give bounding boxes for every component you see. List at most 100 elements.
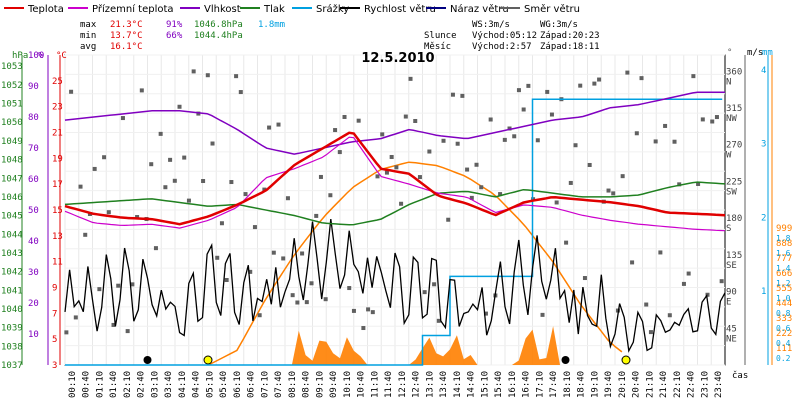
wind-direction-dot [375, 174, 380, 179]
ws-value: WS:3m/s [472, 20, 510, 30]
c-tick-label: 13 [52, 232, 63, 242]
time-tick-label: 03:40 [164, 371, 174, 398]
wind-direction-dot [257, 313, 262, 318]
dir-tick-label: N [726, 77, 731, 87]
wind-direction-dot [252, 225, 257, 230]
time-tick-label: 13:10 [425, 371, 435, 398]
wind-direction-dot [554, 200, 559, 205]
wind-direction-dot [135, 215, 140, 220]
time-tick-label: 00:40 [82, 371, 92, 398]
pct-tick-label: 90 [28, 82, 39, 92]
wind-direction-dot [153, 246, 158, 251]
wind-direction-dot [210, 141, 215, 146]
time-tick-label: 15:10 [480, 371, 490, 398]
wind-direction-dot [394, 165, 399, 170]
chart-title: 12.5.2010 [361, 51, 434, 66]
wind-direction-dot [446, 217, 451, 222]
mm-small-tick-label: 0.2 [776, 354, 791, 363]
hpa-tick-label: 1047 [1, 174, 23, 184]
hpa-tick-label: 1040 [1, 305, 23, 315]
time-tick-label: 19:10 [590, 371, 600, 398]
hpa-tick-label: 1043 [1, 249, 23, 259]
wind-direction-dot [474, 162, 479, 167]
wind-direction-dot [389, 154, 394, 159]
wind-direction-dot [92, 166, 97, 171]
wind-direction-dot [304, 300, 309, 305]
wind-direction-dot [219, 221, 224, 226]
pct-title: % [38, 51, 44, 61]
wind-direction-dot [370, 310, 375, 315]
hpa-tick-label: 1044 [1, 230, 23, 240]
wind-speed-line [64, 219, 726, 353]
wind-direction-dot [309, 281, 314, 286]
hpa-tick-label: 1049 [1, 137, 23, 147]
wind-direction-dot [182, 155, 187, 160]
stats-value: max [80, 20, 97, 30]
wg-value: WG:3m/s [540, 20, 578, 30]
wind-direction-dot [163, 185, 168, 190]
pct-tick-label: 60 [28, 175, 39, 185]
time-tick-label: 14:10 [453, 371, 463, 398]
time-tick-label: 10:40 [357, 371, 367, 398]
time-tick-label: 11:10 [370, 371, 380, 398]
time-tick-label: 22:40 [687, 371, 697, 398]
c-tick-label: 7 [52, 309, 57, 319]
wind-direction-dot [663, 123, 668, 128]
hpa-tick-label: 1041 [1, 286, 23, 296]
time-tick-label: 17:40 [549, 371, 559, 398]
wind-direction-dot [436, 318, 441, 323]
time-tick-label: 09:40 [329, 371, 339, 398]
dir-tick-label: SE [726, 261, 737, 271]
wind-direction-dot [512, 134, 517, 139]
legend-label: Vlhkost [204, 4, 241, 15]
wind-direction-dot [295, 300, 300, 305]
rain-cumulative-line [65, 98, 723, 366]
wind-direction-dot [639, 76, 644, 81]
wind-direction-dot [333, 128, 338, 133]
temperature-line [64, 131, 726, 226]
wind-direction-dot [714, 115, 719, 120]
wind-direction-dot [215, 255, 220, 260]
wind-direction-dot [120, 116, 125, 121]
wind-direction-dot [361, 326, 366, 331]
wind-direction-dot [620, 174, 625, 179]
wind-direction-dot [696, 181, 701, 186]
time-tick-label: 16:40 [522, 371, 532, 398]
hpa-tick-label: 1042 [1, 268, 23, 278]
wind-direction-dot [177, 104, 182, 109]
wind-direction-dot [366, 307, 371, 312]
wind-direction-dot [526, 83, 531, 88]
wind-direction-dot [139, 88, 144, 93]
stats-value: 16.1°C [110, 42, 143, 52]
wind-direction-dot [573, 143, 578, 148]
mm-small-tick-label: 1.4 [776, 264, 791, 273]
wind-direction-dot [238, 90, 243, 95]
wind-direction-dot [172, 178, 177, 183]
wind-direction-dot [191, 69, 196, 74]
legend-label: Rychlost větru [364, 3, 436, 15]
c-tick-label: 9 [52, 284, 57, 294]
stats-value: 1.8mm [258, 20, 285, 30]
ground-temperature-line [64, 136, 726, 232]
wind-direction-dot [97, 287, 102, 292]
deg-tick-label: 315 [726, 104, 742, 114]
wind-direction-dot [69, 89, 74, 94]
wind-direction-dot [592, 81, 597, 86]
wind-direction-dot [347, 286, 352, 291]
pct-tick-label: 80 [28, 113, 39, 123]
moon-label: Měsíc [424, 42, 451, 52]
time-tick-label: 04:40 [192, 371, 202, 398]
wind-direction-dot [564, 240, 569, 245]
wind-direction-dot [634, 131, 639, 136]
wind-direction-dot [450, 92, 455, 97]
wind-direction-dot [276, 122, 281, 127]
time-tick-label: 23:10 [700, 371, 710, 398]
wind-direction-dot [130, 282, 135, 287]
sunrise-marker [203, 355, 213, 365]
wind-direction-dot [73, 315, 78, 320]
ms-tick-label: 1 [761, 287, 766, 297]
hpa-tick-label: 1046 [1, 193, 23, 203]
time-tick-label: 18:40 [577, 371, 587, 398]
pct-tick-label: 50 [28, 206, 39, 216]
